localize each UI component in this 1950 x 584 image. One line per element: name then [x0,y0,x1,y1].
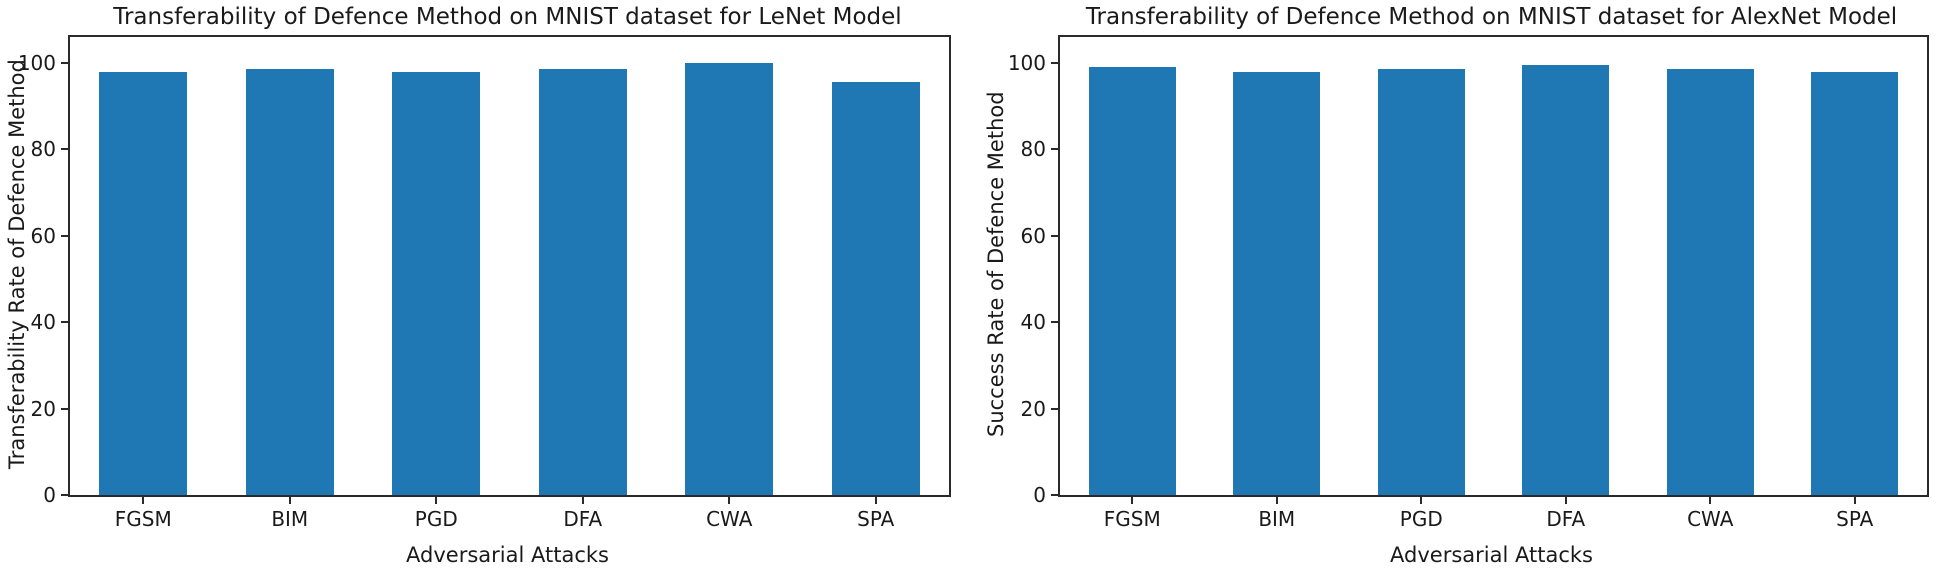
bar-cwa [685,62,774,495]
x-tick-label-bim: BIM [271,507,309,531]
x-tick-label-fgsm: FGSM [114,507,172,531]
bar-dfa [538,69,627,495]
x-tick-label-spa: SPA [857,507,895,531]
y-tick-mark-0 [1051,494,1058,496]
bar-spa [1811,71,1899,495]
chart-title: Transferability of Defence Method on MNI… [1085,4,1898,30]
chart-lenet: Transferability of Defence Method on MNI… [5,4,951,567]
x-tick-mark-dfa [581,497,584,504]
y-tick-label-40: 40 [30,310,56,335]
y-tick-mark-40 [1051,321,1058,324]
y-tick-mark-80 [61,148,68,151]
x-tick-label-cwa: CWA [1687,507,1734,531]
x-axis-label: Adversarial Attacks [406,543,609,567]
x-tick-label-spa: SPA [1836,507,1874,531]
x-tick-mark-cwa [728,497,731,504]
x-tick-mark-spa [874,497,877,504]
y-tick-label-80: 80 [1020,137,1046,162]
x-tick-mark-cwa [1709,497,1712,504]
y-tick-label-0: 0 [43,483,56,507]
y-tick-mark-20 [1051,407,1058,410]
x-axis-label: Adversarial Attacks [1390,543,1593,567]
y-tick-label-60: 60 [30,223,56,248]
bar-fgsm [99,71,188,495]
y-axis-label: Transferability Rate of Defence Method [5,59,29,469]
x-tick-label-dfa: DFA [1546,507,1586,531]
bar-dfa [1522,65,1610,495]
x-tick-mark-fgsm [142,497,145,504]
y-tick-mark-40 [61,321,68,324]
x-tick-mark-bim [288,497,291,504]
bar-pgd [1377,69,1465,495]
chart-alexnet: Transferability of Defence Method on MNI… [975,0,1950,584]
y-tick-label-60: 60 [1020,223,1046,248]
y-axis-label: Success Rate of Defence Method [984,91,1008,437]
y-tick-mark-60 [61,234,68,237]
y-tick-label-100: 100 [17,50,56,75]
y-tick-label-100: 100 [1007,50,1046,75]
x-tick-mark-pgd [435,497,438,504]
y-tick-label-0: 0 [1033,483,1046,507]
x-tick-label-fgsm: FGSM [1103,507,1161,531]
bar-bim [1233,71,1321,495]
y-tick-mark-80 [1051,148,1058,151]
y-tick-label-40: 40 [1020,310,1046,335]
x-tick-label-pgd: PGD [414,507,458,531]
y-tick-label-80: 80 [30,137,56,162]
x-tick-mark-pgd [1420,497,1423,504]
y-tick-label-20: 20 [30,396,56,421]
x-tick-label-cwa: CWA [706,507,753,531]
plot-area: 0 20 40 60 80 100 FGSM BIM PGD DFA CWA SPA [18,35,951,531]
x-tick-label-dfa: DFA [563,507,603,531]
x-tick-mark-dfa [1564,497,1567,504]
y-tick-mark-100 [1051,61,1058,64]
chart-title: Transferability of Defence Method on MNI… [113,4,902,30]
plot-area: 0 20 40 60 80 100 FGSM BIM PGD DFA CWA SPA [1008,35,1929,531]
x-tick-label-pgd: PGD [1399,507,1443,531]
x-tick-mark-spa [1853,497,1856,504]
bar-spa [831,82,920,495]
bar-pgd [392,71,481,495]
bar-bim [245,69,334,495]
bar-cwa [1666,69,1754,495]
y-tick-mark-60 [1051,234,1058,237]
x-tick-mark-bim [1275,497,1278,504]
x-tick-mark-fgsm [1131,497,1134,504]
y-tick-label-20: 20 [1020,396,1046,421]
y-tick-mark-20 [61,407,68,410]
x-tick-label-bim: BIM [1258,507,1296,531]
bar-fgsm [1088,67,1176,495]
y-tick-mark-100 [61,61,68,64]
y-tick-mark-0 [61,494,68,496]
